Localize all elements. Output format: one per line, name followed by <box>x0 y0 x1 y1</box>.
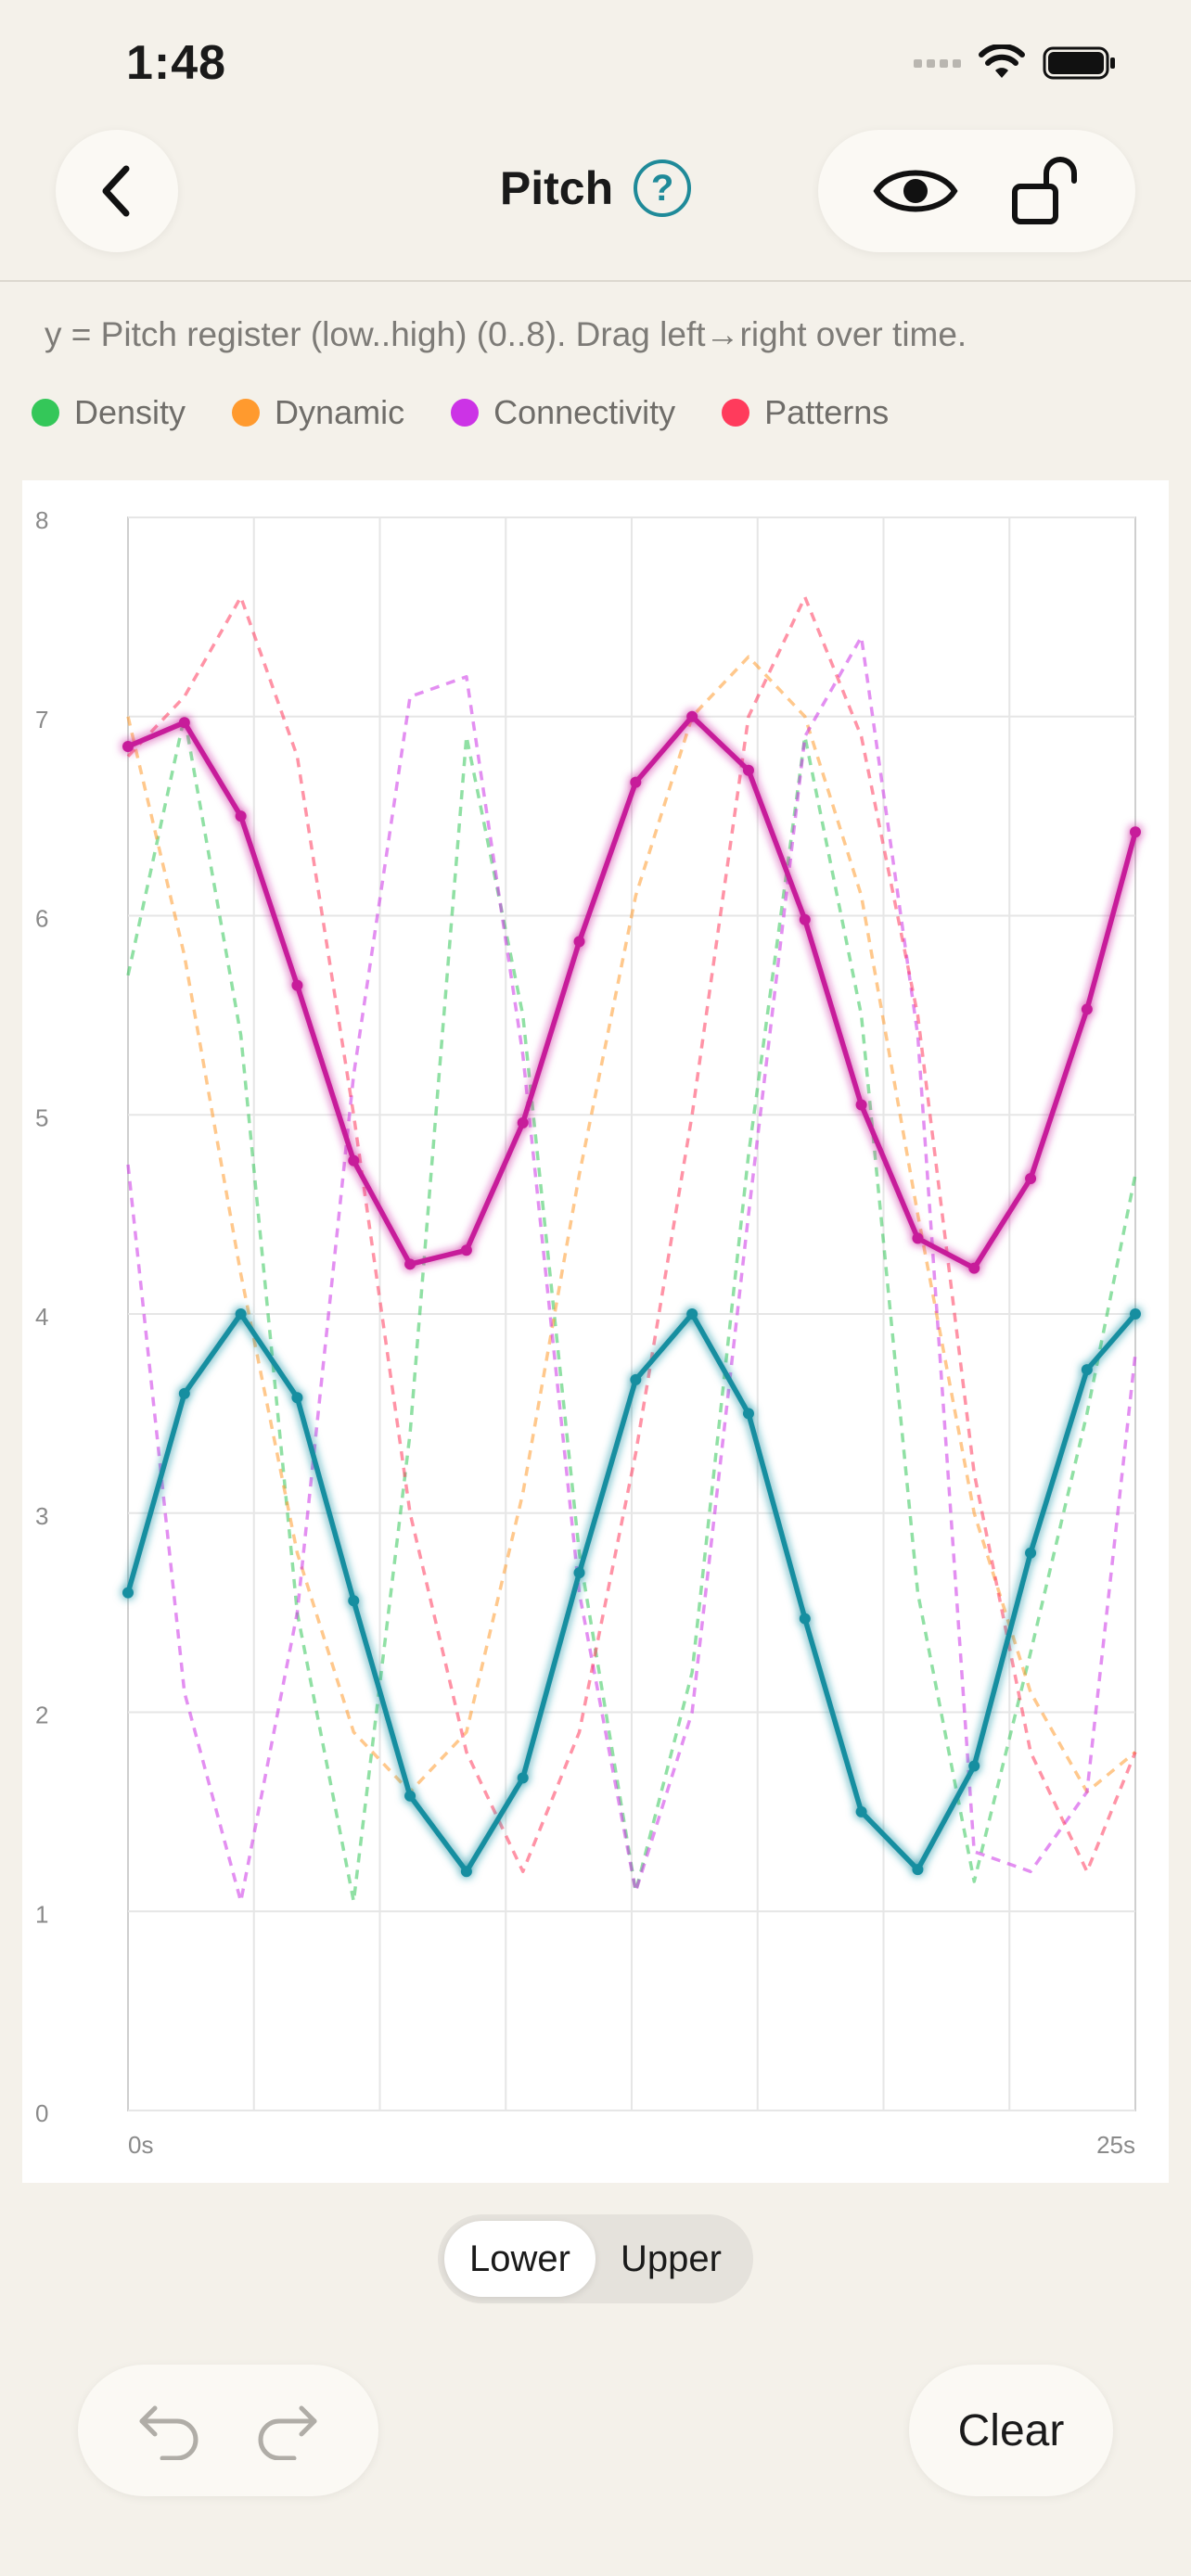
series-point-lower[interactable] <box>855 1805 867 1817</box>
legend-item-dynamic: Dynamic <box>232 393 404 432</box>
legend-label: Connectivity <box>493 393 676 431</box>
series-point-lower[interactable] <box>178 1387 190 1399</box>
reference-line-dynamic <box>126 655 1137 1794</box>
reference-line-connectivity <box>126 635 1137 1904</box>
series-lower[interactable] <box>122 1308 1141 1878</box>
axis-labels: 0 1 2 3 4 5 6 7 8 0s 25s <box>35 506 1135 2159</box>
question-circle-icon[interactable]: ? <box>634 159 692 217</box>
legend-dot <box>232 399 261 427</box>
series-point-lower[interactable] <box>799 1613 811 1625</box>
back-button[interactable] <box>56 130 178 252</box>
legend-dot <box>722 399 750 427</box>
series-point-lower[interactable] <box>517 1772 529 1784</box>
series-point-upper[interactable] <box>404 1258 416 1270</box>
legend-dot <box>32 399 59 427</box>
series-point-upper[interactable] <box>573 936 585 948</box>
eye-icon[interactable] <box>872 163 958 219</box>
y-tick-label: 7 <box>35 706 48 733</box>
series-point-upper[interactable] <box>460 1244 472 1256</box>
title-group: Pitch ? <box>0 159 1191 217</box>
reference-line-patterns <box>126 595 1137 1874</box>
series-point-upper[interactable] <box>630 776 642 788</box>
series-point-upper[interactable] <box>517 1116 529 1129</box>
legend-label: Density <box>74 393 186 431</box>
clear-button[interactable]: Clear <box>909 2365 1113 2496</box>
undo-redo-pill <box>78 2365 378 2496</box>
view-lock-pill <box>818 130 1135 252</box>
unlock-icon[interactable] <box>1011 157 1082 225</box>
series-point-lower[interactable] <box>235 1308 247 1320</box>
x-tick-label-end: 25s <box>1096 2131 1135 2159</box>
series-point-upper[interactable] <box>855 1099 867 1111</box>
chart-grid <box>127 516 1136 2111</box>
editable-lines[interactable] <box>122 710 1141 1878</box>
status-bar: 1:48 <box>0 0 1191 130</box>
legend-item-density: Density <box>32 393 186 432</box>
y-tick-label: 1 <box>35 1900 48 1928</box>
series-point-lower[interactable] <box>573 1567 585 1579</box>
y-tick-label: 0 <box>35 2099 48 2127</box>
series-point-lower[interactable] <box>630 1373 642 1385</box>
series-point-upper[interactable] <box>291 979 303 991</box>
segment-lower[interactable]: Lower <box>444 2221 596 2297</box>
battery-icon <box>1043 46 1115 80</box>
series-point-lower[interactable] <box>1130 1308 1141 1320</box>
legend-item-patterns: Patterns <box>722 393 889 432</box>
y-tick-label: 5 <box>35 1103 48 1131</box>
legend-label: Dynamic <box>275 393 405 431</box>
series-point-lower[interactable] <box>742 1408 754 1420</box>
nav-bar: Pitch ? <box>0 130 1191 282</box>
y-tick-label: 2 <box>35 1702 48 1729</box>
legend: Density Dynamic Connectivity Patterns <box>32 393 889 432</box>
reference-lines <box>126 595 1137 1904</box>
series-point-lower[interactable] <box>1025 1547 1037 1559</box>
wifi-icon <box>979 45 1025 78</box>
legend-item-connectivity: Connectivity <box>451 393 675 432</box>
series-upper[interactable] <box>122 710 1141 1274</box>
legend-label: Patterns <box>764 393 890 431</box>
series-point-upper[interactable] <box>178 717 190 729</box>
cellular-signal-icon <box>914 58 961 68</box>
series-point-lower[interactable] <box>1081 1364 1093 1376</box>
segment-upper[interactable]: Upper <box>621 2238 722 2279</box>
series-point-upper[interactable] <box>968 1262 980 1274</box>
series-point-upper[interactable] <box>122 740 134 752</box>
undo-icon[interactable] <box>136 2401 203 2460</box>
redo-icon[interactable] <box>253 2401 320 2460</box>
series-point-upper[interactable] <box>1025 1172 1037 1184</box>
axis-hint-text: y = Pitch register (low..high) (0..8). D… <box>45 315 967 353</box>
register-segmented-control: Lower Upper <box>438 2214 753 2303</box>
series-point-upper[interactable] <box>799 913 811 925</box>
y-tick-label: 3 <box>35 1502 48 1530</box>
series-point-upper[interactable] <box>686 710 698 722</box>
series-point-lower[interactable] <box>912 1864 924 1876</box>
pitch-chart-card[interactable]: 0 1 2 3 4 5 6 7 8 0s 25s <box>22 480 1169 2183</box>
legend-dot <box>451 399 480 427</box>
series-point-upper[interactable] <box>1081 1003 1093 1015</box>
series-point-upper[interactable] <box>348 1154 360 1167</box>
y-tick-label: 4 <box>35 1303 48 1331</box>
series-point-lower[interactable] <box>460 1866 472 1878</box>
pitch-chart[interactable]: 0 1 2 3 4 5 6 7 8 0s 25s <box>22 480 1169 2183</box>
series-point-lower[interactable] <box>291 1392 303 1404</box>
series-point-lower[interactable] <box>348 1595 360 1607</box>
status-time: 1:48 <box>126 36 227 90</box>
series-point-lower[interactable] <box>968 1760 980 1772</box>
series-point-lower[interactable] <box>122 1587 134 1599</box>
series-point-upper[interactable] <box>742 764 754 776</box>
y-tick-label: 6 <box>35 905 48 933</box>
chevron-left-icon <box>102 165 130 217</box>
page-title: Pitch <box>499 162 614 214</box>
y-tick-label: 8 <box>35 506 48 534</box>
status-icons <box>914 45 1117 82</box>
series-point-upper[interactable] <box>1130 826 1141 838</box>
series-point-upper[interactable] <box>912 1232 924 1244</box>
series-point-lower[interactable] <box>404 1790 416 1802</box>
x-tick-label-start: 0s <box>128 2131 153 2159</box>
series-point-upper[interactable] <box>235 810 247 823</box>
series-point-lower[interactable] <box>686 1308 698 1320</box>
